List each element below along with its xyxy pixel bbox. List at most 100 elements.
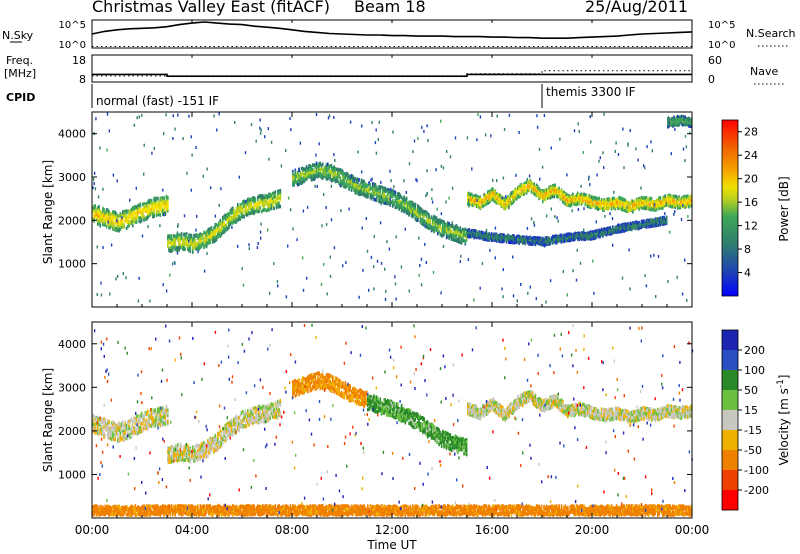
power-cell bbox=[237, 213, 239, 218]
power-cell bbox=[525, 180, 528, 185]
power-cell bbox=[305, 169, 308, 173]
power-cell bbox=[325, 166, 328, 170]
power-cell bbox=[210, 237, 213, 241]
power-cell bbox=[489, 189, 492, 194]
power-cell bbox=[318, 172, 320, 176]
power-cell bbox=[387, 192, 389, 196]
power-cell bbox=[555, 193, 558, 197]
power-cell bbox=[303, 172, 305, 177]
power-cell bbox=[512, 200, 514, 205]
power-cell bbox=[514, 191, 517, 195]
power-cell bbox=[603, 202, 605, 207]
power-cell bbox=[330, 164, 333, 168]
power-cell bbox=[98, 214, 100, 219]
power-cell bbox=[329, 164, 332, 168]
power-cell bbox=[574, 195, 577, 199]
power-cell bbox=[185, 237, 188, 242]
power-cell bbox=[532, 184, 534, 189]
power-cell bbox=[134, 218, 137, 222]
power-cell bbox=[167, 198, 169, 202]
power-cell bbox=[243, 215, 245, 219]
power-cell bbox=[453, 231, 455, 235]
power-cell bbox=[374, 198, 377, 202]
power-cell bbox=[407, 201, 409, 206]
power-cell bbox=[478, 200, 480, 205]
power-cell bbox=[163, 211, 165, 215]
power-cell bbox=[388, 190, 390, 195]
power-cell bbox=[184, 242, 187, 246]
power-cell bbox=[623, 198, 625, 202]
power-cell bbox=[353, 187, 355, 192]
power-cell bbox=[412, 214, 414, 219]
power-cell bbox=[573, 201, 575, 205]
power-cell bbox=[167, 196, 169, 200]
power-cell bbox=[314, 170, 317, 174]
power-cell bbox=[268, 204, 270, 209]
power-cell bbox=[634, 205, 637, 210]
power-cell bbox=[217, 228, 219, 233]
power-cell bbox=[182, 238, 184, 243]
power-cell bbox=[465, 235, 468, 240]
power-cell bbox=[539, 188, 542, 193]
power-cell bbox=[168, 240, 170, 245]
power-cell bbox=[434, 222, 437, 227]
power-cell bbox=[403, 208, 405, 212]
power-cell bbox=[305, 174, 308, 178]
power-cell bbox=[332, 174, 334, 178]
power-cell bbox=[362, 185, 364, 189]
power-cell bbox=[488, 196, 490, 201]
power-cell bbox=[155, 202, 158, 207]
power-cell bbox=[628, 201, 630, 205]
power-cell bbox=[502, 198, 504, 203]
power-cell bbox=[523, 184, 525, 189]
power-cell bbox=[347, 176, 349, 181]
power-cell bbox=[435, 223, 438, 227]
power-cell bbox=[317, 171, 319, 176]
power-cell bbox=[294, 168, 297, 172]
power-cell bbox=[574, 200, 577, 204]
power-cell bbox=[169, 234, 172, 238]
power-cell bbox=[450, 237, 453, 241]
power-cell bbox=[494, 200, 497, 204]
power-cell bbox=[102, 213, 104, 217]
power-cell bbox=[263, 196, 265, 200]
power-cell bbox=[549, 196, 552, 200]
power-cell bbox=[612, 199, 614, 203]
power-cell bbox=[159, 207, 162, 212]
power-cell bbox=[438, 220, 440, 225]
power-cell bbox=[142, 202, 144, 207]
power-cell bbox=[135, 218, 138, 222]
power-cell bbox=[563, 197, 565, 201]
power-cell bbox=[279, 204, 282, 209]
power-cell bbox=[403, 203, 405, 207]
power-cell bbox=[200, 244, 203, 249]
power-cell bbox=[485, 199, 488, 203]
power-cell bbox=[165, 196, 168, 200]
power-cell bbox=[119, 212, 122, 216]
power-cell bbox=[92, 210, 94, 214]
power-cell bbox=[468, 192, 470, 196]
power-cell bbox=[272, 204, 274, 208]
power-cell bbox=[260, 209, 263, 214]
power-cell bbox=[97, 210, 99, 215]
power-cell bbox=[194, 243, 197, 247]
power-cell bbox=[498, 199, 500, 203]
power-cell bbox=[229, 215, 232, 220]
power-cell bbox=[337, 167, 339, 172]
power-cell bbox=[223, 230, 225, 234]
power-cell bbox=[364, 182, 367, 186]
power-cell bbox=[495, 199, 498, 203]
power-cell bbox=[587, 199, 589, 204]
power-cell bbox=[429, 226, 432, 230]
power-cell bbox=[402, 198, 404, 203]
cpid-segment-themis: themis 3300 IF bbox=[546, 85, 636, 99]
power-cell bbox=[315, 172, 318, 176]
power-cell bbox=[582, 194, 584, 198]
power-cell bbox=[465, 238, 468, 242]
power-cell bbox=[587, 203, 589, 207]
power-cell bbox=[129, 220, 132, 224]
power-cell bbox=[240, 212, 243, 216]
power-cell bbox=[639, 204, 642, 209]
power-cell bbox=[103, 214, 105, 218]
power-cell bbox=[429, 219, 432, 224]
